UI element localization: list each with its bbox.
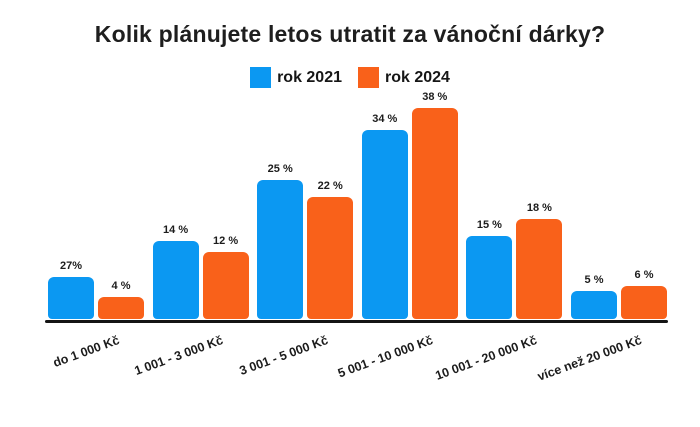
bar-value-label: 38 % xyxy=(422,91,448,104)
legend-swatch-icon xyxy=(358,67,379,88)
bar-rok-2024-2 xyxy=(307,196,354,319)
bar-value-label: 6 % xyxy=(634,268,654,281)
bar-value-label: 27% xyxy=(59,260,83,273)
bar-rok-2024-5 xyxy=(621,285,667,319)
legend-item-rok-2021: rok 2021 xyxy=(250,67,342,88)
bar-value-label: 18 % xyxy=(526,202,552,215)
bar-value-label: 34 % xyxy=(372,113,398,126)
legend-item-rok-2024: rok 2024 xyxy=(358,67,450,88)
bar-value-label: 14 % xyxy=(163,224,189,237)
bar-value-label: 25 % xyxy=(267,163,293,176)
bar-rok-2024-0 xyxy=(98,296,144,319)
bar-rok-2021-2 xyxy=(257,180,304,319)
legend: rok 2021 rok 2024 xyxy=(0,67,700,88)
bar-value-label: 5 % xyxy=(584,274,604,287)
bar-rok-2021-0 xyxy=(48,277,94,319)
bar-rok-2021-4 xyxy=(466,235,513,319)
legend-label: rok 2021 xyxy=(277,68,342,86)
bar-rok-2021-5 xyxy=(571,291,617,319)
bar-rok-2021-1 xyxy=(152,241,199,319)
bar-value-label: 22 % xyxy=(317,179,343,192)
x-axis-line xyxy=(45,320,668,323)
bar-value-label: 15 % xyxy=(476,218,502,231)
bar-rok-2024-4 xyxy=(516,219,563,319)
legend-swatch-icon xyxy=(250,67,272,88)
category-tick-5: více než 20 000 Kč xyxy=(439,331,644,384)
chart-title: Kolik plánujete letos utratit za vánoční… xyxy=(94,21,606,47)
bar-rok-2021-3 xyxy=(361,130,408,319)
bar-value-label: 12 % xyxy=(213,235,239,248)
legend-label: rok 2024 xyxy=(385,68,450,86)
bar-value-label: 4 % xyxy=(111,279,131,292)
bar-rok-2024-3 xyxy=(411,108,458,319)
category-label: více než 20 000 Kč xyxy=(535,333,644,384)
bar-rok-2024-1 xyxy=(202,252,249,319)
